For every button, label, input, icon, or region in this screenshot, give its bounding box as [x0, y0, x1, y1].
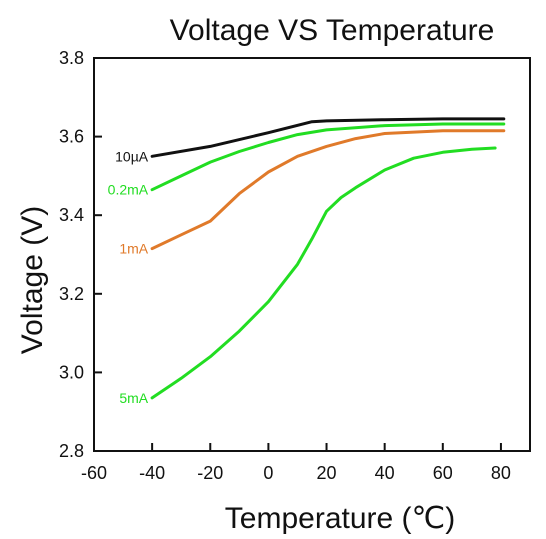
series-label: 1mA: [119, 241, 148, 257]
y-tick-label: 2.8: [59, 441, 84, 461]
x-tick-label: -40: [139, 463, 165, 483]
x-tick-label: 40: [375, 463, 395, 483]
series-label: 10µA: [115, 148, 149, 164]
series-line-5ma: [150, 146, 497, 400]
y-tick-label: 3.6: [59, 127, 84, 147]
x-axis-title: Temperature (℃): [225, 502, 455, 535]
x-tick-label: 0: [263, 463, 273, 483]
plot-ticks: [93, 57, 502, 452]
y-tick-label: 3.2: [59, 284, 84, 304]
series-labels: 10µA 0.2mA 1mA 5mA: [108, 148, 149, 406]
series-label: 5mA: [119, 390, 148, 406]
plot-area-frame: [93, 57, 531, 452]
y-tick-label: 3.0: [59, 362, 84, 382]
x-tick-label: 60: [433, 463, 453, 483]
y-axis-title: Voltage (V): [16, 206, 49, 354]
series-line-0-2ma: [150, 122, 506, 192]
x-tick-label: -60: [81, 463, 107, 483]
x-tick-label: -20: [197, 463, 223, 483]
series-label: 0.2mA: [108, 182, 149, 198]
y-tick-label: 3.8: [59, 48, 84, 68]
series-lines: [150, 117, 506, 400]
x-tick-label: 20: [317, 463, 337, 483]
x-tick-label: 80: [491, 463, 511, 483]
chart-title: Voltage VS Temperature: [170, 14, 495, 47]
series-line-10-a: [150, 117, 506, 158]
series-line-1ma: [150, 129, 506, 251]
tick-labels: -60 -40 -20 0 20 40 60 80 2.8 3.0 3.2 3.4 3.6 3.8: [59, 48, 511, 483]
y-tick-label: 3.4: [59, 205, 84, 225]
